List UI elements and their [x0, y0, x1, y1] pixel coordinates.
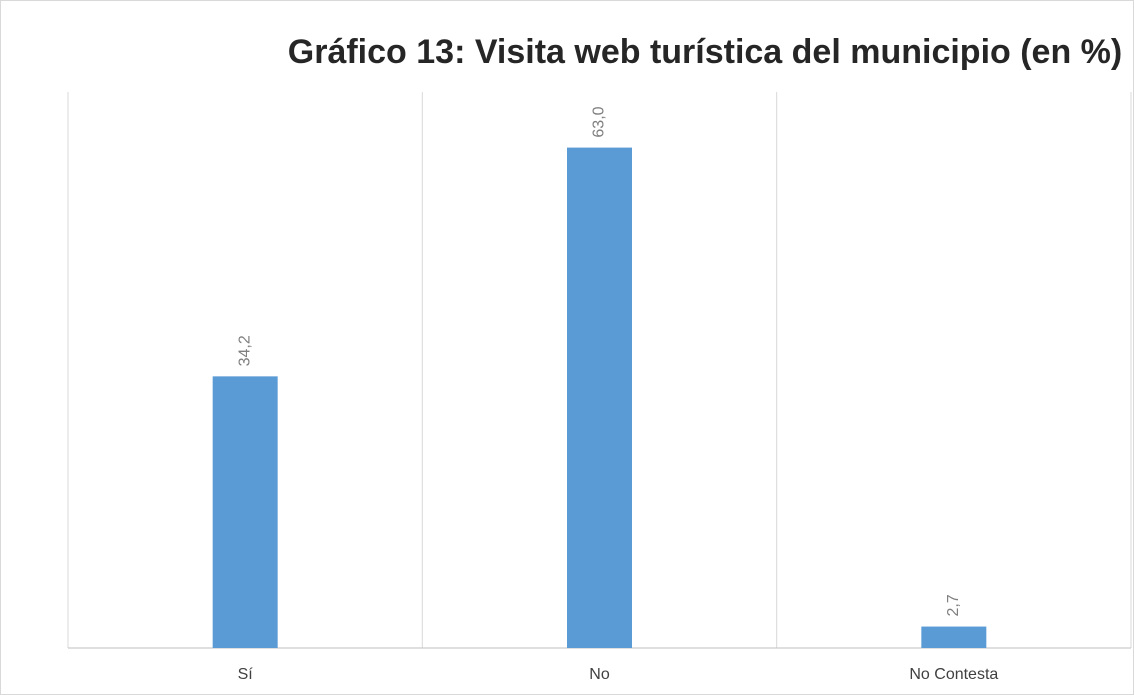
- x-tick-label: Sí: [238, 666, 254, 683]
- value-label: 63,0: [591, 106, 608, 137]
- chart-title: Gráfico 13: Visita web turística del mun…: [287, 33, 1123, 71]
- bar: [921, 626, 987, 648]
- x-tick-label: No Contesta: [909, 666, 998, 683]
- x-tick-label: No: [589, 666, 610, 683]
- bar: [567, 147, 632, 648]
- value-label: 2,7: [945, 594, 962, 616]
- value-label: 34,2: [236, 335, 253, 366]
- bar: [212, 376, 278, 648]
